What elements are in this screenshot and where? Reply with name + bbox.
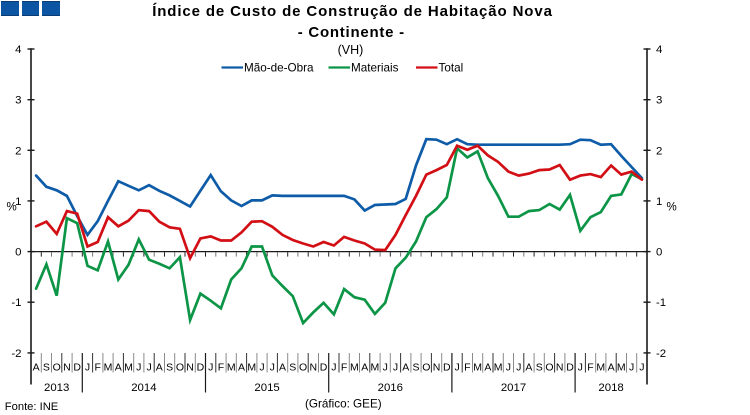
- svg-text:0: 0: [15, 247, 21, 259]
- svg-text:N: N: [310, 362, 318, 374]
- svg-text:%: %: [7, 202, 17, 214]
- svg-text:M: M: [247, 362, 256, 374]
- svg-text:J: J: [516, 362, 521, 374]
- svg-text:A: A: [115, 362, 122, 374]
- svg-text:J: J: [331, 362, 336, 374]
- svg-text:J: J: [208, 362, 213, 374]
- svg-text:%: %: [667, 202, 677, 214]
- svg-text:M: M: [371, 362, 380, 374]
- svg-text:N: N: [63, 362, 71, 374]
- svg-text:-2: -2: [656, 348, 666, 360]
- svg-text:J: J: [578, 362, 583, 374]
- svg-text:(Gráfico: GEE): (Gráfico: GEE): [305, 397, 382, 410]
- svg-text:N: N: [433, 362, 441, 374]
- svg-text:M: M: [104, 362, 113, 374]
- svg-text:-1: -1: [656, 297, 666, 309]
- svg-text:J: J: [146, 362, 151, 374]
- svg-text:Total: Total: [439, 62, 464, 75]
- svg-text:M: M: [494, 362, 503, 374]
- svg-text:J: J: [506, 362, 511, 374]
- svg-text:4: 4: [15, 44, 21, 56]
- svg-text:N: N: [186, 362, 194, 374]
- svg-text:D: D: [566, 362, 574, 374]
- svg-text:M: M: [350, 362, 359, 374]
- svg-text:2013: 2013: [44, 382, 69, 394]
- svg-text:J: J: [136, 362, 141, 374]
- svg-text:(VH): (VH): [338, 43, 364, 57]
- svg-text:Índice de Custo de Construção: Índice de Custo de Construção de Habitaç…: [152, 3, 553, 20]
- svg-text:O: O: [545, 362, 553, 374]
- svg-text:S: S: [412, 362, 419, 374]
- svg-text:A: A: [279, 362, 286, 374]
- svg-text:Fonte: INE: Fonte: INE: [5, 401, 58, 413]
- svg-text:A: A: [238, 362, 245, 374]
- svg-text:M: M: [473, 362, 482, 374]
- svg-text:D: D: [73, 362, 81, 374]
- svg-text:2015: 2015: [254, 382, 279, 394]
- svg-text:Materiais: Materiais: [351, 62, 399, 75]
- svg-text:S: S: [43, 362, 50, 374]
- svg-text:F: F: [587, 362, 593, 374]
- svg-text:S: S: [536, 362, 543, 374]
- svg-text:2: 2: [15, 145, 21, 157]
- svg-text:- Continente -: - Continente -: [298, 24, 405, 41]
- svg-text:O: O: [299, 362, 307, 374]
- svg-text:J: J: [629, 362, 634, 374]
- svg-text:J: J: [393, 362, 398, 374]
- svg-text:M: M: [617, 362, 626, 374]
- svg-text:M: M: [227, 362, 236, 374]
- svg-text:F: F: [464, 362, 470, 374]
- svg-text:0: 0: [656, 247, 662, 259]
- svg-text:1: 1: [656, 196, 662, 208]
- svg-text:A: A: [525, 362, 532, 374]
- svg-text:S: S: [289, 362, 296, 374]
- svg-text:A: A: [608, 362, 615, 374]
- svg-text:3: 3: [656, 95, 662, 107]
- svg-text:-1: -1: [11, 297, 21, 309]
- svg-text:2014: 2014: [131, 382, 156, 394]
- svg-text:A: A: [484, 362, 491, 374]
- svg-text:J: J: [85, 362, 90, 374]
- svg-text:2017: 2017: [501, 382, 526, 394]
- svg-text:J: J: [639, 362, 644, 374]
- svg-text:F: F: [218, 362, 224, 374]
- svg-text:2016: 2016: [378, 382, 403, 394]
- svg-text:O: O: [53, 362, 61, 374]
- svg-text:J: J: [454, 362, 459, 374]
- svg-text:N: N: [556, 362, 564, 374]
- svg-text:2: 2: [656, 145, 662, 157]
- svg-text:2018: 2018: [598, 382, 623, 394]
- svg-text:D: D: [197, 362, 205, 374]
- svg-text:A: A: [156, 362, 163, 374]
- svg-text:A: A: [402, 362, 409, 374]
- svg-text:4: 4: [656, 44, 662, 56]
- svg-text:D: D: [320, 362, 328, 374]
- svg-text:S: S: [166, 362, 173, 374]
- svg-text:1: 1: [15, 196, 21, 208]
- svg-text:J: J: [270, 362, 275, 374]
- svg-text:F: F: [341, 362, 347, 374]
- svg-text:3: 3: [15, 95, 21, 107]
- svg-text:A: A: [33, 362, 40, 374]
- svg-text:Mão-de-Obra: Mão-de-Obra: [244, 62, 314, 75]
- svg-text:O: O: [422, 362, 430, 374]
- svg-text:J: J: [259, 362, 264, 374]
- svg-text:A: A: [361, 362, 368, 374]
- svg-text:O: O: [176, 362, 184, 374]
- svg-text:-2: -2: [11, 348, 21, 360]
- svg-text:J: J: [383, 362, 388, 374]
- svg-text:M: M: [124, 362, 133, 374]
- svg-text:M: M: [596, 362, 605, 374]
- svg-text:F: F: [94, 362, 100, 374]
- svg-text:D: D: [443, 362, 451, 374]
